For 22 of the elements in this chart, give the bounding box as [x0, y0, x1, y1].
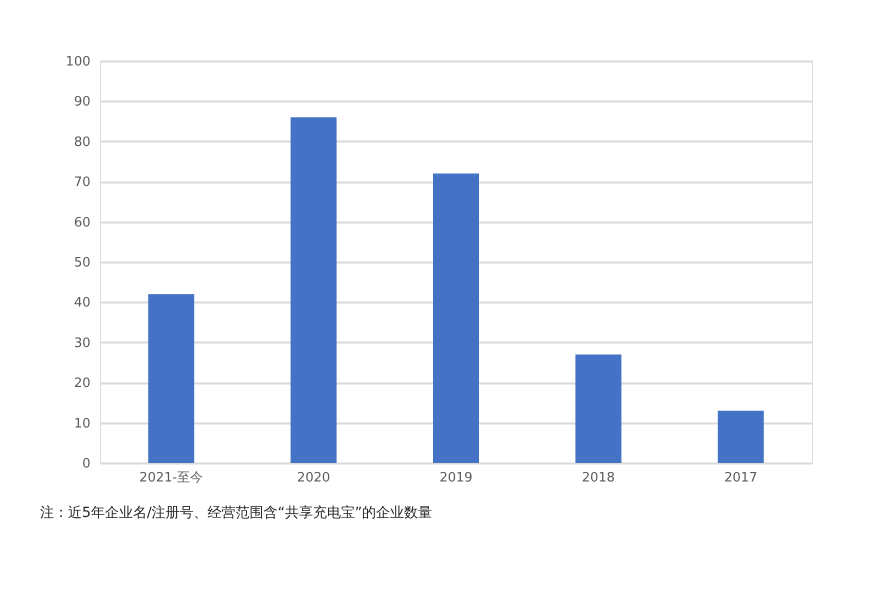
- bar: [718, 410, 764, 463]
- x-tick-label: 2020: [297, 470, 330, 486]
- y-tick-label: 80: [74, 134, 90, 150]
- y-tick-label: 60: [74, 215, 90, 230]
- bar: [575, 354, 622, 463]
- x-tick-label: 2017: [724, 470, 758, 486]
- x-tick-label: 2019: [439, 470, 473, 486]
- y-tick-label: 10: [74, 416, 90, 432]
- bar: [290, 117, 337, 463]
- x-tick-label: 2018: [582, 470, 615, 486]
- bar: [433, 174, 479, 463]
- y-tick-label: 0: [82, 456, 90, 472]
- y-tick-label: 100: [66, 54, 90, 70]
- x-tick-label: 2021-至今: [139, 470, 204, 486]
- y-tick-label: 50: [74, 256, 90, 270]
- y-tick-label: 20: [74, 376, 90, 392]
- text: 注：近5年企业名/注册号、经营范围含“共享充电宝”的企业数量: [40, 505, 432, 521]
- y-tick-label: 40: [74, 296, 90, 311]
- y-tick-label: 30: [74, 336, 90, 351]
- bar: [148, 294, 194, 463]
- y-tick-label: 70: [74, 175, 90, 190]
- y-tick-label: 90: [74, 94, 90, 110]
